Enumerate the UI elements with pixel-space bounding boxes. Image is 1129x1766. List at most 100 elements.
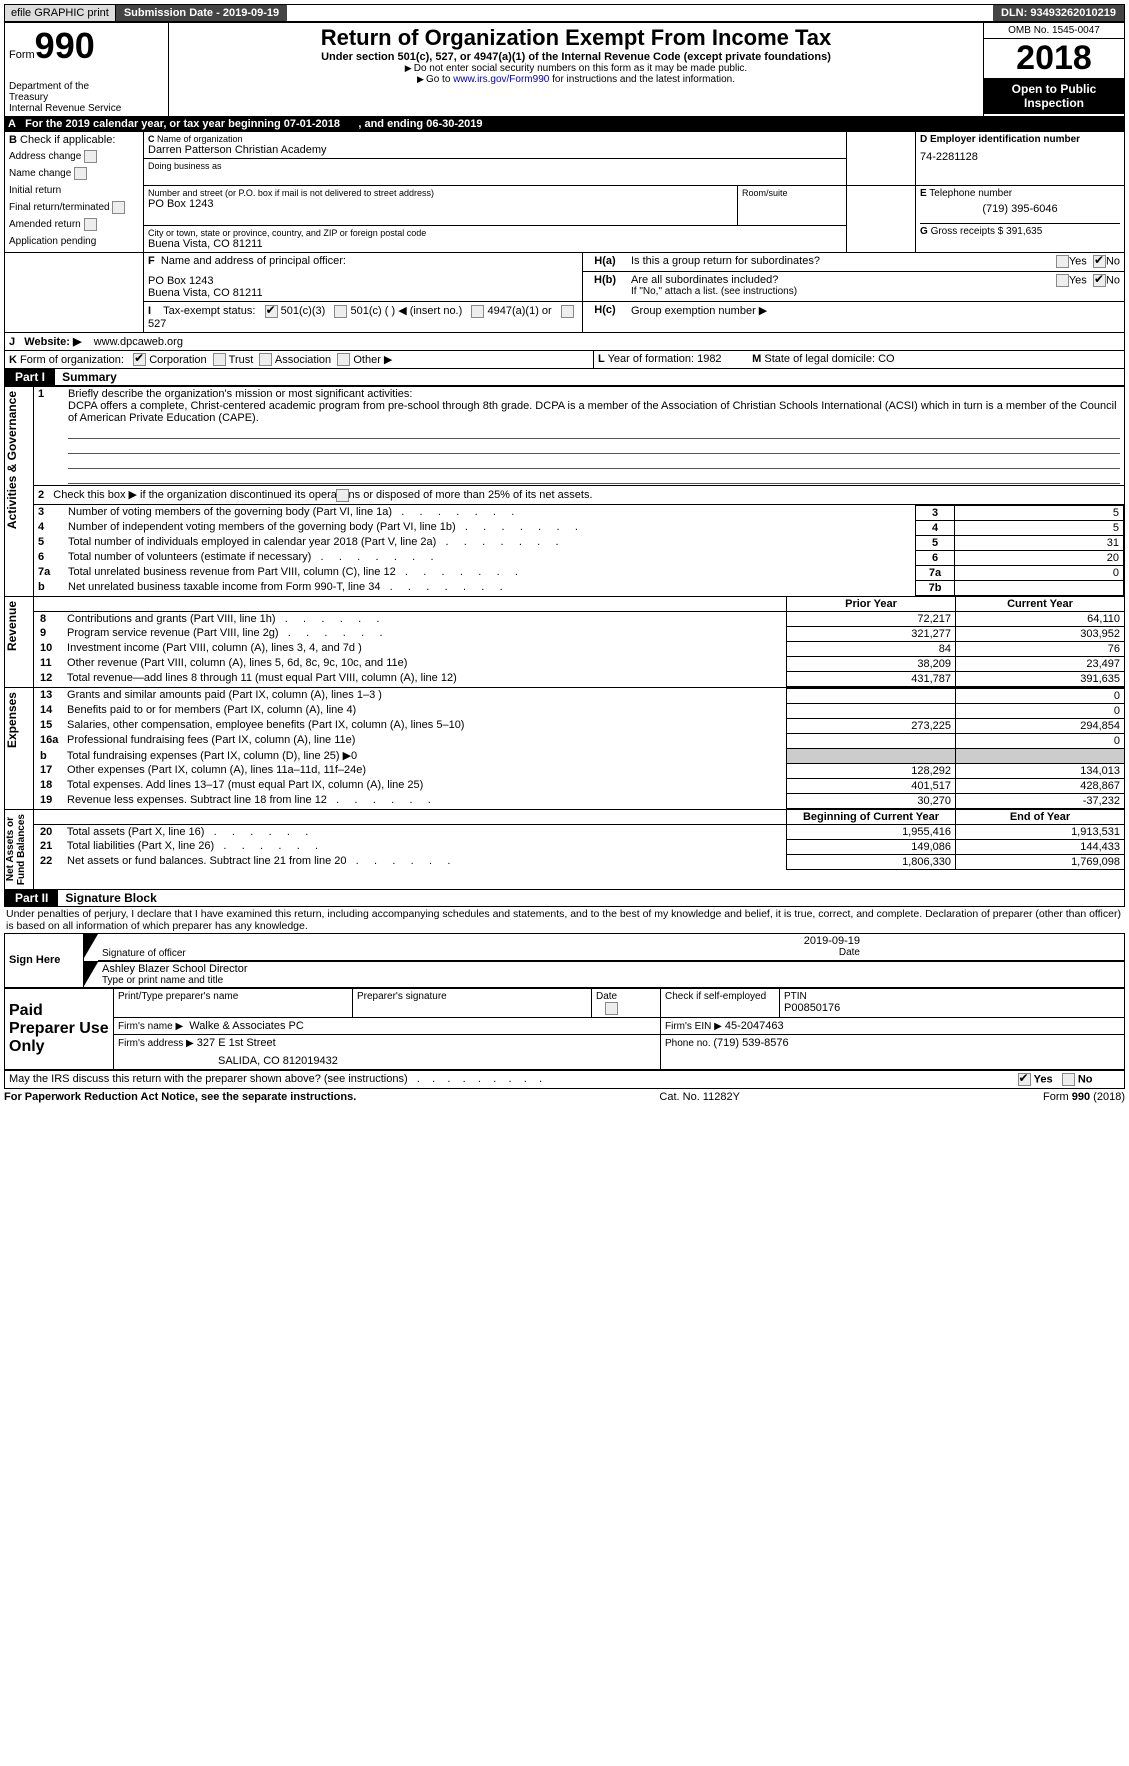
b-opt-5: Application pending	[9, 236, 96, 247]
col-begin: Beginning of Current Year	[787, 810, 956, 825]
footer-left: For Paperwork Reduction Act Notice, see …	[4, 1091, 356, 1103]
form-subtitle: Under section 501(c), 527, or 4947(a)(1)…	[173, 51, 979, 63]
k-opt-3: Other ▶	[353, 354, 392, 366]
city-state-zip: Buena Vista, CO 81211	[148, 238, 842, 250]
i-opt-2: 4947(a)(1) or	[488, 305, 552, 317]
checkbox-ha-yes[interactable]	[1056, 255, 1069, 268]
checkbox-501c3[interactable]	[265, 305, 278, 318]
gross-receipts: 391,635	[1006, 226, 1042, 237]
a-text-a: For the 2019 calendar year, or tax year …	[25, 118, 284, 130]
checkbox-hb-no[interactable]	[1093, 274, 1106, 287]
ptin: P00850176	[784, 1002, 1120, 1014]
street-address: PO Box 1243	[148, 198, 733, 210]
instr-2a: Go to	[426, 74, 453, 85]
table-row: 19 Revenue less expenses. Subtract line …	[34, 793, 1124, 808]
city-label: City or town, state or province, country…	[148, 228, 842, 238]
sig-officer-label: Signature of officer	[102, 948, 186, 959]
jklm-table: J Website: ▶ www.dpcaweb.org K Form of o…	[4, 333, 1125, 370]
k-opt-2: Association	[275, 354, 331, 366]
table-row: 5 Total number of individuals employed i…	[34, 535, 1124, 550]
f-label: Name and address of principal officer:	[161, 255, 346, 267]
submission-label: Submission Date -	[124, 7, 223, 19]
b-opt-3: Final return/terminated	[9, 202, 110, 213]
checkbox-self-employed[interactable]	[605, 1002, 618, 1015]
d-label: Employer identification number	[930, 134, 1080, 145]
table-row: 17 Other expenses (Part IX, column (A), …	[34, 763, 1124, 778]
checkbox-other[interactable]	[337, 353, 350, 366]
table-row: 7a Total unrelated business revenue from…	[34, 565, 1124, 580]
dept-line1: Department of the	[9, 81, 164, 92]
checkbox-amended[interactable]	[84, 218, 97, 231]
discuss-yes: Yes	[1034, 1073, 1053, 1085]
discuss-table: May the IRS discuss this return with the…	[4, 1070, 1125, 1089]
dept-line3: Internal Revenue Service	[9, 103, 164, 114]
checkbox-final-return[interactable]	[112, 201, 125, 214]
checkbox-address-change[interactable]	[84, 150, 97, 163]
form-title: Return of Organization Exempt From Incom…	[173, 25, 979, 51]
line1-label: Briefly describe the organization's miss…	[68, 388, 412, 400]
instr-1: Do not enter social security numbers on …	[414, 63, 747, 74]
checkbox-501c[interactable]	[334, 305, 347, 318]
hc-text: Group exemption number ▶	[627, 302, 1125, 333]
checkbox-hb-yes[interactable]	[1056, 274, 1069, 287]
part-ii-title: Signature Block	[61, 891, 156, 905]
footer: For Paperwork Reduction Act Notice, see …	[4, 1089, 1125, 1103]
sig-corner-icon-2	[84, 962, 98, 986]
table-row: 21 Total liabilities (Part X, line 26) .…	[34, 839, 1124, 854]
table-row: b Total fundraising expenses (Part IX, c…	[34, 748, 1124, 763]
table-row: 22 Net assets or fund balances. Subtract…	[34, 854, 1124, 869]
checkbox-discontinued[interactable]	[336, 489, 349, 502]
label-netassets: Net Assets orFund Balances	[5, 810, 27, 889]
dln-box: DLN: 93493262010219	[993, 5, 1124, 21]
checkbox-assoc[interactable]	[259, 353, 272, 366]
b-opt-0: Address change	[9, 151, 81, 162]
i-opt-3: 527	[148, 318, 166, 330]
section-a: A For the 2019 calendar year, or tax yea…	[4, 117, 1125, 131]
top-bar: efile GRAPHIC print Submission Date - 20…	[4, 4, 1125, 22]
firm-name: Walke & Associates PC	[189, 1020, 304, 1032]
checkbox-name-change[interactable]	[74, 167, 87, 180]
checkbox-discuss-yes[interactable]	[1018, 1073, 1031, 1086]
table-row: 9 Program service revenue (Part VIII, li…	[34, 626, 1124, 641]
label-revenue: Revenue	[5, 597, 19, 655]
hb-yes: Yes	[1069, 275, 1087, 287]
check-self-employed: Check if self-employed	[665, 991, 766, 1002]
c-name-label: Name of organization	[157, 134, 243, 144]
k-label: Form of organization:	[20, 354, 124, 366]
officer-name-title: Ashley Blazer School Director	[102, 963, 1120, 975]
k-opt-0: Corporation	[149, 354, 206, 366]
table-row: 13 Grants and similar amounts paid (Part…	[34, 688, 1124, 703]
b-opt-4: Amended return	[9, 219, 81, 230]
instr-2b: for instructions and the latest informat…	[549, 74, 735, 85]
table-row: 18 Total expenses. Add lines 13–17 (must…	[34, 778, 1124, 793]
checkbox-4947[interactable]	[471, 305, 484, 318]
irs-link[interactable]: www.irs.gov/Form990	[453, 74, 549, 85]
name-title-label: Type or print name and title	[102, 975, 1120, 986]
i-opt-0: 501(c)(3)	[281, 305, 326, 317]
ha-text: Is this a group return for subordinates?	[631, 255, 820, 267]
firm-ein-label: Firm's EIN ▶	[665, 1021, 722, 1032]
org-name: Darren Patterson Christian Academy	[148, 144, 842, 156]
checkbox-discuss-no[interactable]	[1062, 1073, 1075, 1086]
checkbox-trust[interactable]	[213, 353, 226, 366]
table-row: 3 Number of voting members of the govern…	[34, 505, 1124, 520]
e-label: Telephone number	[929, 188, 1012, 199]
part-ii-num: Part II	[5, 890, 58, 906]
checkbox-527[interactable]	[561, 305, 574, 318]
i-label: Tax-exempt status:	[163, 305, 255, 317]
form-number: 990	[35, 25, 95, 66]
part-i-title: Summary	[58, 370, 117, 384]
col-end: End of Year	[956, 810, 1125, 825]
submission-date-box: Submission Date - 2019-09-19	[116, 5, 287, 21]
hb-text: Are all subordinates included?	[631, 274, 778, 286]
footer-mid: Cat. No. 11282Y	[659, 1091, 740, 1103]
sig-corner-icon	[84, 934, 98, 958]
i-opt-1: 501(c) ( ) ◀ (insert no.)	[351, 305, 463, 317]
checkbox-ha-no[interactable]	[1093, 255, 1106, 268]
signature-table: Sign Here 2019-09-19 Signature of office…	[4, 933, 1125, 988]
omb-number: OMB No. 1545-0047	[984, 23, 1124, 39]
checkbox-corp[interactable]	[133, 353, 146, 366]
hb-note: If "No," attach a list. (see instruction…	[631, 286, 1120, 297]
g-label: Gross receipts $	[931, 226, 1007, 237]
part-i-num: Part I	[5, 369, 55, 385]
